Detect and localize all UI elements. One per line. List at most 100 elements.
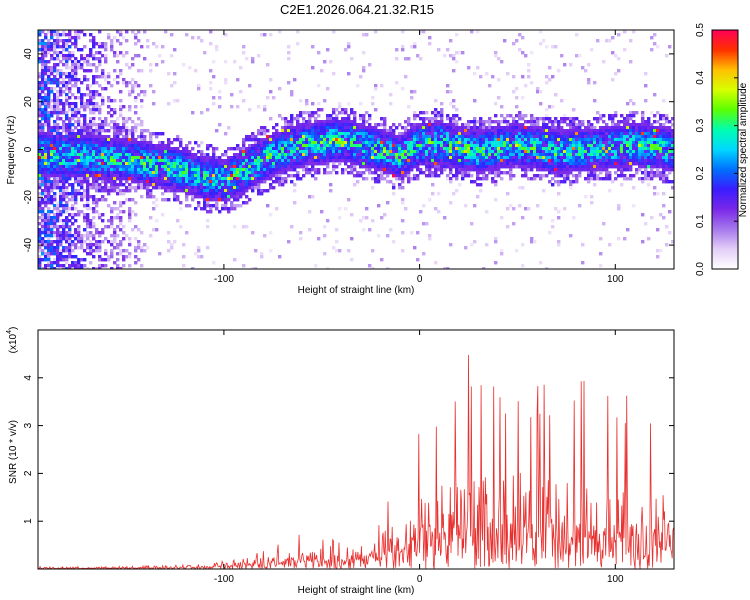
heatmap-cell [143, 165, 147, 169]
heatmap-cell [506, 165, 510, 169]
heatmap-cell [443, 126, 447, 130]
heatmap-cell [149, 156, 153, 160]
heatmap-cell [506, 156, 510, 160]
heatmap-cell [266, 165, 270, 169]
heatmap-cell [68, 81, 72, 85]
heatmap-cell [374, 126, 378, 130]
heatmap-cell [485, 72, 489, 76]
heatmap-cell [371, 147, 375, 151]
heatmap-cell [53, 198, 57, 202]
heatmap-cell [62, 219, 66, 223]
heatmap-cell [119, 144, 123, 148]
heatmap-cell [194, 174, 198, 178]
heatmap-cell [164, 147, 168, 151]
heatmap-cell [308, 117, 312, 121]
heatmap-cell [455, 108, 459, 112]
heatmap-cell [71, 195, 75, 199]
heatmap-cell [314, 264, 318, 268]
heatmap-cell [395, 150, 399, 154]
heatmap-cell [356, 171, 360, 175]
heatmap-cell [194, 156, 198, 160]
heatmap-cell [83, 240, 87, 244]
heatmap-cell [389, 126, 393, 130]
heatmap-cell [122, 156, 126, 160]
heatmap-cell [434, 171, 438, 175]
heatmap-cell [431, 147, 435, 151]
heatmap-cell [473, 162, 477, 166]
heatmap-cell [41, 81, 45, 85]
heatmap-cell [419, 57, 423, 61]
heatmap-cell [176, 189, 180, 193]
heatmap-cell [299, 114, 303, 118]
heatmap-cell [242, 144, 246, 148]
heatmap-cell [131, 159, 135, 163]
heatmap-cell [404, 168, 408, 172]
heatmap-cell [278, 171, 282, 175]
heatmap-cell [62, 237, 66, 241]
heatmap-cell [395, 57, 399, 61]
heatmap-cell [95, 174, 99, 178]
heatmap-cell [500, 165, 504, 169]
heatmap-cell [152, 174, 156, 178]
heatmap-cell [263, 33, 267, 37]
heatmap-cell [461, 153, 465, 157]
heatmap-cell [545, 108, 549, 112]
heatmap-cell [197, 150, 201, 154]
heatmap-cell [134, 237, 138, 241]
heatmap-cell [101, 69, 105, 73]
heatmap-cell [50, 180, 54, 184]
heatmap-cell [242, 183, 246, 187]
heatmap-cell [263, 144, 267, 148]
heatmap-cell [53, 126, 57, 130]
heatmap-cell [71, 135, 75, 139]
heatmap-cell [74, 81, 78, 85]
heatmap-cell [245, 183, 249, 187]
heatmap-cell [56, 84, 60, 88]
heatmap-cell [44, 183, 48, 187]
heatmap-cell [512, 141, 516, 145]
heatmap-cell [551, 183, 555, 187]
heatmap-cell [302, 162, 306, 166]
heatmap-cell [65, 234, 69, 238]
heatmap-cell [224, 78, 228, 82]
heatmap-cell [344, 207, 348, 211]
heatmap-cell [527, 126, 531, 130]
heatmap-cell [164, 153, 168, 157]
heatmap-cell [299, 135, 303, 139]
heatmap-cell [41, 72, 45, 76]
heatmap-cell [134, 123, 138, 127]
heatmap-cell [92, 129, 96, 133]
heatmap-cell [524, 84, 528, 88]
heatmap-cell [464, 150, 468, 154]
heatmap-cell [302, 117, 306, 121]
heatmap-cell [263, 138, 267, 142]
heatmap-cell [536, 144, 540, 148]
heatmap-cell [182, 171, 186, 175]
heatmap-cell [554, 129, 558, 133]
heatmap-cell [452, 135, 456, 139]
heatmap-cell [71, 249, 75, 253]
heatmap-cell [68, 255, 72, 259]
heatmap-cell [323, 129, 327, 133]
heatmap-cell [437, 132, 441, 136]
heatmap-cell [131, 129, 135, 133]
heatmap-cell [473, 99, 477, 103]
heatmap-cell [161, 165, 165, 169]
heatmap-cell [530, 51, 534, 55]
heatmap-cell [449, 54, 453, 58]
heatmap-cell [203, 51, 207, 55]
heatmap-cell [422, 30, 426, 34]
heatmap-cell [224, 204, 228, 208]
heatmap-cell [65, 225, 69, 229]
heatmap-cell [449, 120, 453, 124]
heatmap-cell [71, 150, 75, 154]
heatmap-cell [86, 183, 90, 187]
heatmap-cell [440, 150, 444, 154]
heatmap-cell [68, 39, 72, 43]
heatmap-cell [71, 36, 75, 40]
heatmap-cell [341, 138, 345, 142]
heatmap-cell [59, 177, 63, 181]
heatmap-cell [512, 165, 516, 169]
heatmap-cell [119, 72, 123, 76]
heatmap-cell [53, 204, 57, 208]
